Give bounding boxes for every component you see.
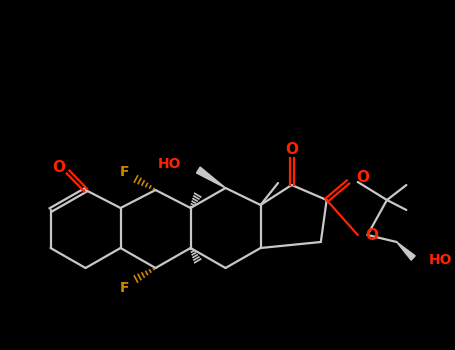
Text: HO: HO bbox=[157, 157, 181, 171]
Text: F: F bbox=[120, 165, 129, 179]
Text: O: O bbox=[52, 161, 65, 175]
Polygon shape bbox=[397, 242, 415, 260]
Polygon shape bbox=[197, 167, 226, 188]
Text: O: O bbox=[285, 142, 298, 158]
Text: O: O bbox=[365, 228, 379, 243]
Text: F: F bbox=[120, 281, 129, 295]
Text: O: O bbox=[356, 170, 369, 186]
Text: HO: HO bbox=[429, 253, 452, 267]
